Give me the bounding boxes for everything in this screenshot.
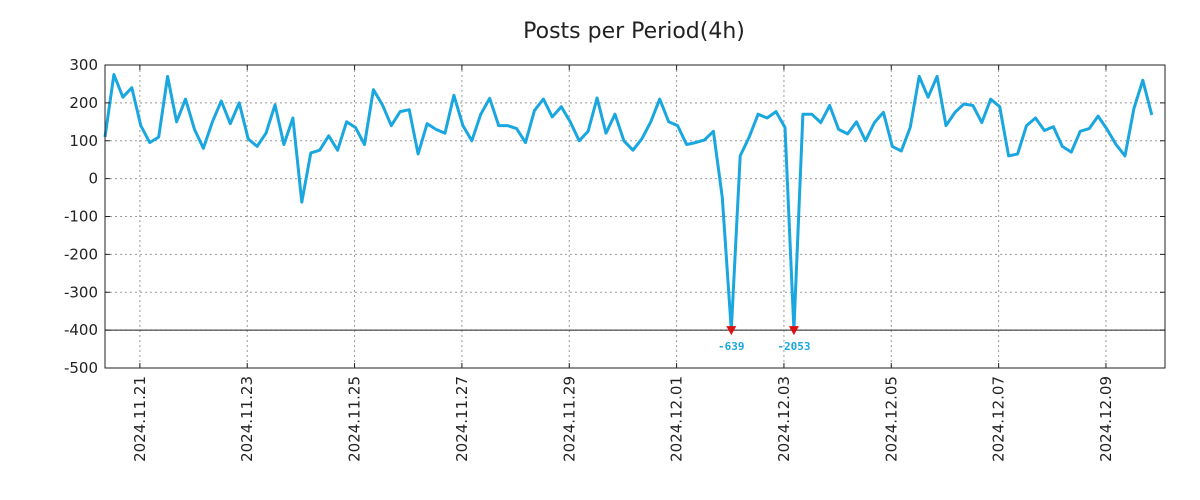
y-tick-label: 200 [69, 94, 98, 112]
x-tick-label: 2024.11.21 [131, 376, 149, 462]
y-tick-label: -200 [64, 245, 98, 263]
x-tick-label: 2024.12.03 [775, 376, 793, 462]
x-tick-label: 2024.12.09 [1097, 376, 1115, 462]
x-tick-label: 2024.11.25 [346, 376, 364, 462]
x-tick-label: 2024.11.29 [560, 376, 578, 462]
y-tick-label: 300 [69, 56, 98, 74]
y-tick-label: -400 [64, 321, 98, 339]
y-tick-label: -500 [64, 359, 98, 377]
y-tick-label: -300 [64, 283, 98, 301]
clipped-marker [726, 326, 737, 336]
x-tick-label: 2024.12.01 [668, 376, 686, 462]
chart-title: Posts per Period(4h) [523, 19, 745, 44]
x-tick-label: 2024.11.23 [238, 376, 256, 462]
grid [105, 64, 1165, 369]
y-tick-label: -100 [64, 208, 98, 226]
x-axis-ticks: 2024.11.21 2024.11.23 2024.11.25 2024.11.27… [131, 65, 1115, 462]
y-tick-label: 0 [88, 170, 98, 188]
y-axis-ticks: 300 200 100 0 -100 -200 -300 -400 -500 [64, 56, 1165, 377]
clipped-value-label: -639 [718, 340, 745, 353]
x-tick-label: 2024.12.05 [882, 376, 900, 462]
series-line-posts [103, 73, 1154, 332]
x-tick-label: 2024.12.07 [990, 376, 1008, 462]
clipped-marker [788, 326, 799, 336]
annotations: -639 -2053 [718, 326, 810, 353]
y-tick-label: 100 [69, 132, 98, 150]
x-tick-label: 2024.11.27 [453, 376, 471, 462]
clipped-value-label: -2053 [777, 340, 810, 353]
plot-frame [104, 64, 1166, 369]
